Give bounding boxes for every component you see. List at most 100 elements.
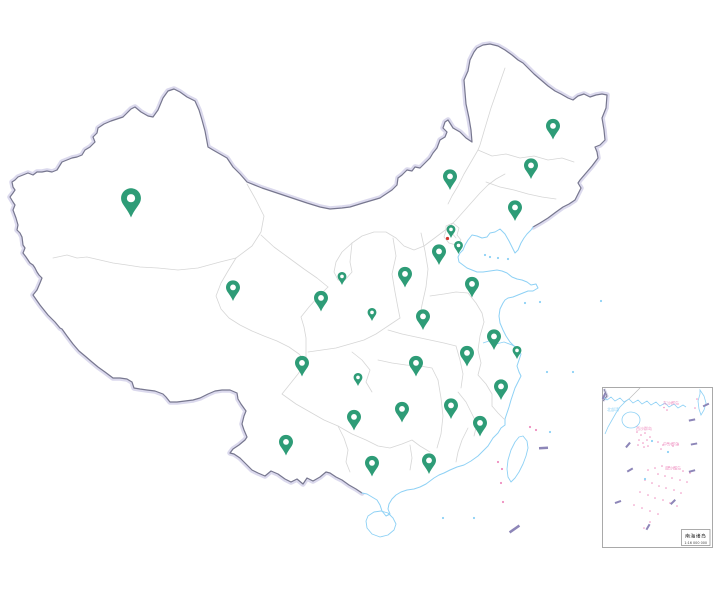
location-pin[interactable] — [465, 276, 479, 298]
inset-shoal-dot — [650, 439, 654, 443]
inset-island-dot — [673, 489, 675, 491]
inset-island-dot — [686, 481, 688, 483]
sea-islet-blue — [441, 516, 445, 520]
inset-boundary-dash — [614, 499, 622, 505]
inset-island-dot — [654, 497, 656, 499]
pin-hole — [447, 173, 453, 180]
location-pin[interactable] — [395, 401, 409, 423]
pin-body — [398, 266, 412, 288]
location-pin[interactable] — [295, 355, 309, 377]
yangtze-river — [482, 340, 522, 350]
location-pin[interactable] — [422, 453, 436, 474]
inset-island-dot — [679, 479, 681, 481]
pin-hole — [399, 406, 405, 412]
hainan-island — [365, 510, 397, 538]
inset-frame — [602, 387, 713, 548]
inset-boundary-dash — [690, 442, 698, 446]
location-pin[interactable] — [398, 266, 412, 288]
inset-island-dot — [665, 487, 667, 489]
inset-island-dot — [646, 439, 648, 441]
location-pin[interactable] — [443, 169, 457, 190]
location-pin[interactable] — [446, 225, 456, 238]
location-pin[interactable] — [454, 241, 463, 254]
location-pin[interactable] — [337, 272, 347, 285]
inset-island-dot — [657, 441, 659, 443]
location-pin[interactable] — [487, 329, 501, 350]
inset-island-dot — [680, 492, 682, 494]
pin-hole — [318, 295, 324, 301]
pin-hole — [498, 383, 504, 390]
sea-islet-blue — [496, 256, 500, 260]
pin-body — [347, 409, 361, 431]
inset-island-dot — [658, 485, 660, 487]
inset-island-dot — [641, 507, 643, 509]
pin-hole — [456, 243, 461, 248]
inset-island-dot — [647, 494, 649, 496]
pin-hole — [299, 360, 305, 366]
pin-body — [337, 272, 347, 285]
inset-island-dot — [661, 465, 663, 467]
capital-star-dot — [445, 236, 450, 241]
location-pin[interactable] — [353, 373, 363, 386]
inset-island-dot — [643, 446, 645, 448]
location-pin[interactable] — [512, 346, 522, 359]
inset-island-dot — [696, 398, 698, 400]
inset-island-dot — [654, 467, 656, 469]
pin-hole — [126, 194, 136, 203]
sea-islet-blue — [488, 255, 492, 259]
location-pin[interactable] — [367, 308, 377, 321]
pin-hole — [528, 162, 534, 169]
sea-islet-pink — [496, 460, 500, 464]
pin-body — [444, 398, 458, 419]
location-pin[interactable] — [524, 158, 538, 179]
inset-island-dot — [677, 443, 679, 445]
pin-hole — [491, 333, 497, 340]
location-pin[interactable] — [409, 355, 423, 377]
location-pin[interactable] — [546, 118, 560, 140]
boundary-dash — [538, 446, 549, 450]
pin-hole — [449, 227, 453, 232]
location-pin[interactable] — [347, 409, 361, 431]
sea-islet-pink — [528, 425, 532, 429]
pin-body — [487, 329, 501, 350]
location-pin[interactable] — [508, 200, 522, 221]
location-pin[interactable] — [279, 434, 293, 456]
pin-hole — [436, 248, 442, 255]
location-pin[interactable] — [432, 244, 446, 265]
pin-body — [454, 241, 463, 254]
inset-island-dot — [642, 442, 644, 444]
location-pin[interactable] — [365, 455, 379, 477]
location-pin[interactable] — [121, 188, 141, 218]
inset-island-dot — [657, 513, 659, 515]
location-pin[interactable] — [473, 415, 487, 437]
pin-body — [295, 355, 309, 377]
pin-hole — [369, 460, 375, 466]
pin-body — [432, 244, 446, 265]
location-pin[interactable] — [416, 309, 430, 330]
location-pin[interactable] — [444, 398, 458, 419]
pin-hole — [230, 284, 236, 291]
inset-island-dot — [682, 470, 684, 472]
country-border — [9, 43, 608, 494]
inset-island-dot — [647, 469, 649, 471]
inset-boundary-dash — [688, 418, 696, 422]
pin-body — [422, 453, 436, 474]
pin-body — [512, 346, 522, 359]
sea-islet-blue — [506, 257, 510, 261]
location-pin[interactable] — [226, 280, 240, 301]
location-pin[interactable] — [460, 345, 474, 367]
inset-island-dot — [643, 527, 645, 529]
inset-island-dot — [649, 521, 651, 523]
pin-body — [443, 169, 457, 190]
sea-islet-blue — [571, 370, 575, 374]
pin-body — [226, 280, 240, 301]
pin-body — [395, 401, 409, 423]
location-markers-layer — [121, 118, 560, 477]
pin-hole — [351, 414, 357, 420]
location-pin[interactable] — [314, 290, 328, 312]
location-pin[interactable] — [494, 379, 508, 400]
sea-islet-blue — [523, 301, 527, 305]
pin-body — [524, 158, 538, 179]
